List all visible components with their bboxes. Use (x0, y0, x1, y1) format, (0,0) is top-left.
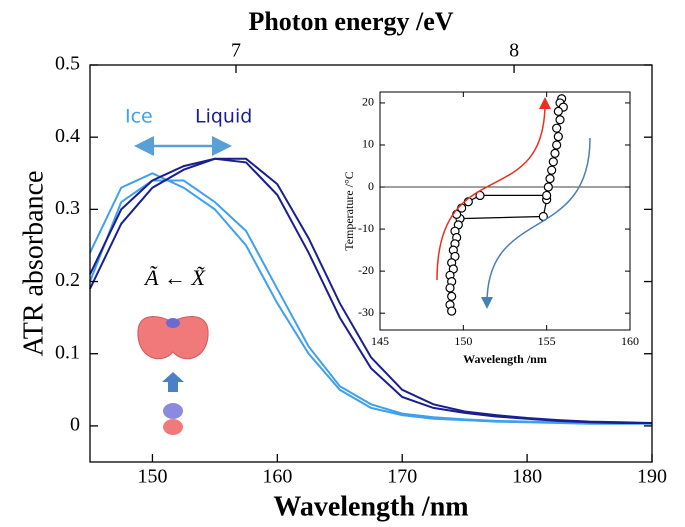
legend-ice: Ice (125, 106, 153, 128)
x-tick-label: 170 (387, 466, 417, 488)
x-axis-title: Wavelength /nm (463, 352, 547, 366)
inset-plot: 145 150 155 160 -30 -20 -10 0 10 20 Wavelength /nm… (342, 91, 639, 366)
y-tick-label: 0.4 (55, 125, 80, 147)
x-tick-label: 190 (637, 466, 667, 488)
y-axis-title: Temperature /°C (342, 171, 356, 251)
data-point (548, 157, 558, 167)
orbital-core (166, 318, 180, 328)
y-tick-label: 10 (362, 137, 374, 151)
series-line (89, 179, 653, 425)
transition-label: Ã ← X̃ (143, 265, 206, 290)
data-point (545, 174, 555, 184)
x-tick-label: 160 (262, 466, 292, 488)
y-tick-label: -20 (358, 263, 374, 277)
orbital-upper (137, 316, 209, 360)
data-point (447, 306, 457, 316)
x-tick-label: 180 (512, 466, 542, 488)
excitation-arrow (162, 372, 184, 392)
plot-frame (379, 91, 631, 331)
data-point (552, 123, 562, 133)
y-axis-title: ATR absorbance (18, 171, 49, 357)
x-tick-label: 150 (137, 466, 167, 488)
y-tick-label: 0.1 (55, 341, 80, 363)
data-point (553, 131, 563, 142)
y-tick-label: 0.5 (55, 53, 80, 75)
y-tick-label: 0.2 (55, 269, 80, 291)
data-point (542, 190, 552, 201)
plot-area (380, 92, 630, 330)
y-tick-label: 0 (70, 414, 80, 436)
x2-tick-label: 8 (509, 40, 519, 62)
data-point (555, 115, 565, 125)
plot-frame (89, 64, 653, 463)
orbital-lower-bottom (163, 419, 183, 435)
orbital-lower-top (163, 403, 183, 419)
x2-axis-title: Photon energy /eV (248, 7, 453, 36)
data-point (543, 182, 553, 192)
y-tick-label: 0 (368, 179, 374, 193)
data-point (547, 165, 557, 175)
data-point (445, 283, 455, 293)
heating-arrow (436, 97, 551, 281)
y-tick-label: -10 (358, 221, 374, 235)
x-tick-label: 145 (371, 334, 389, 348)
data-point (447, 291, 457, 301)
y-tick-label: 0.3 (55, 197, 80, 219)
y-tick-label: 20 (362, 95, 374, 109)
cooling-arrow (481, 137, 591, 309)
data-point (553, 106, 563, 116)
x2-tick-label: 7 (231, 40, 241, 62)
x-tick-label: 155 (538, 334, 556, 348)
y-tick-label: -30 (358, 305, 374, 319)
x-axis-title: Wavelength /nm (273, 491, 468, 522)
data-point (550, 148, 560, 158)
x-tick-label: 160 (621, 334, 639, 348)
legend-liquid: Liquid (195, 106, 252, 128)
data-point (552, 140, 562, 150)
decorations: Ice Liquid Ã ← X̃ (125, 106, 252, 435)
x-tick-label: 150 (454, 334, 472, 348)
series-line (89, 157, 653, 424)
